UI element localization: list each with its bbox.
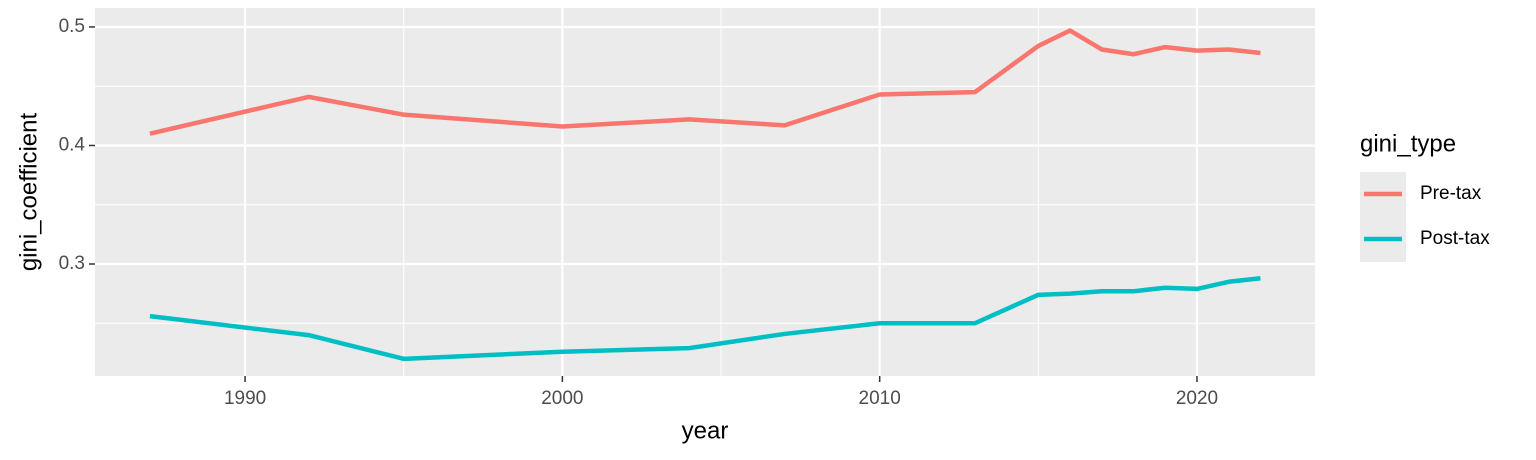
legend-label: Post-tax — [1420, 228, 1490, 249]
y-tick-label: 0.3 — [59, 253, 85, 274]
y-tick-label: 0.4 — [59, 134, 86, 155]
panel — [95, 8, 1315, 376]
x-tick-label: 2010 — [859, 388, 901, 409]
x-tick-label: 2020 — [1176, 388, 1218, 409]
y-tick-label: 0.5 — [59, 16, 85, 37]
x-tick-label: 2000 — [541, 388, 583, 409]
y-axis-title: gini_coefficient — [15, 113, 42, 272]
line — [149, 275, 1261, 362]
x-tick-label: 1990 — [224, 388, 266, 409]
legend-label: Pre-tax — [1420, 183, 1482, 204]
legend-title: gini_type — [1360, 130, 1456, 157]
line — [149, 28, 1261, 136]
x-axis-title: year — [682, 417, 729, 444]
